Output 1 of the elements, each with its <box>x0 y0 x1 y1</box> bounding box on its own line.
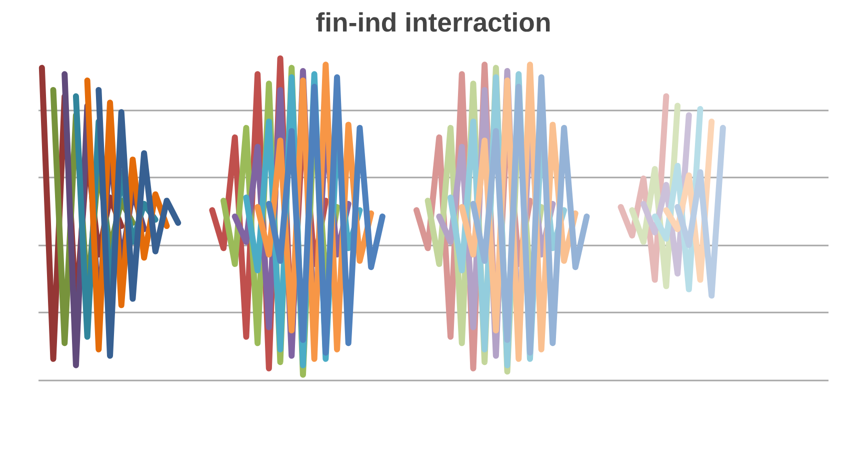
chart-title: fin-ind interraction <box>316 8 552 38</box>
